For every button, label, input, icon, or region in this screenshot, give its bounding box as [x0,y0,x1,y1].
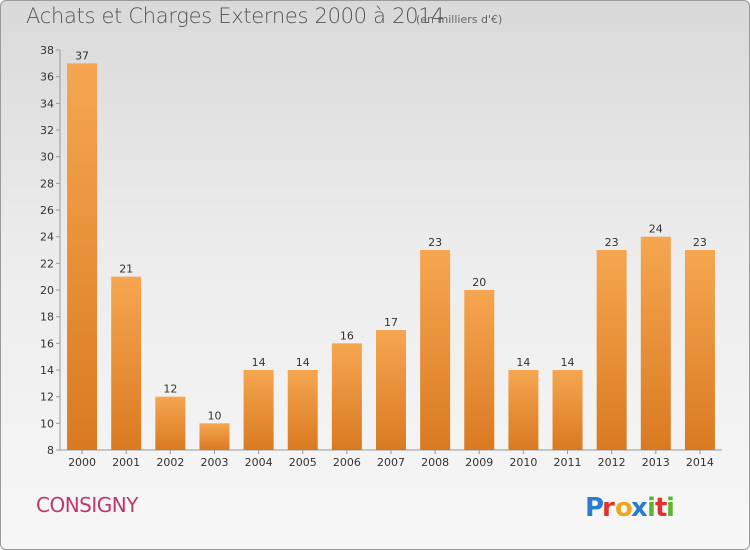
y-tick-label: 34 [40,97,54,110]
logo-letter: r [602,493,615,523]
y-tick-label: 16 [40,337,54,350]
x-tick-label: 2013 [642,456,670,469]
bar-value-label: 21 [119,263,133,276]
y-tick-label: 22 [40,257,54,270]
x-tick-label: 2014 [686,456,714,469]
x-tick-label: 2005 [289,456,317,469]
x-tick-label: 2007 [377,456,405,469]
x-tick-label: 2006 [333,456,361,469]
x-axis: 2000 2001 2002 2003 2004 2005 2006 2007 2008 2009… [60,449,722,469]
x-tick-label: 2009 [465,456,493,469]
logo-letter: x [631,493,648,523]
bar-value-label: 24 [649,223,663,236]
bar-value-label: 23 [605,236,619,249]
x-tick-label: 2002 [156,456,184,469]
bar-value-label: 14 [516,356,530,369]
x-tick-label: 2004 [245,456,273,469]
proxiti-logo: Pr ox i ti [585,493,676,524]
y-tick-label: 24 [40,231,54,244]
y-tick-label: 30 [40,151,54,164]
bar-value-label: 37 [75,49,89,62]
bar [464,290,495,450]
x-tick-label: 2012 [598,456,626,469]
bar-value-label: 10 [207,409,221,422]
y-axis: 8 10 12 14 16 18 20 22 24 26 28 30 32 34 36 38 [40,44,61,457]
bar [640,236,671,450]
bar [596,250,627,450]
bar-value-label: 23 [693,236,707,249]
y-tick-label: 28 [40,177,54,190]
data-labels: 37 21 12 10 14 14 16 17 23 20 14 14 23 24 23 [75,49,707,422]
bar [287,370,318,450]
chart-unit: (en milliers d'€) [416,13,503,26]
logo-letter: P [585,493,604,523]
bar [684,250,715,450]
commune-name: CONSIGNY [36,493,138,517]
chart-title: Achats et Charges Externes 2000 à 2014 [26,4,445,28]
bar [67,63,98,450]
logo-letter: o [615,493,633,523]
bar [552,370,583,450]
y-tick-label: 12 [40,391,54,404]
bar-value-label: 16 [340,329,354,342]
y-tick-label: 8 [47,444,54,457]
y-tick-label: 18 [40,311,54,324]
bar-value-label: 14 [296,356,310,369]
bar-value-label: 17 [384,316,398,329]
y-tick-label: 26 [40,204,54,217]
bar [376,330,406,450]
y-tick-label: 10 [40,417,54,430]
y-tick-label: 36 [40,71,54,84]
bar-value-label: 14 [252,356,266,369]
x-tick-label: 2010 [509,456,537,469]
y-tick-label: 32 [40,124,54,137]
bars [67,63,715,450]
y-tick-label: 14 [40,364,54,377]
bar [199,423,230,450]
bar [420,250,451,450]
bar-value-label: 23 [428,236,442,249]
y-tick-label: 38 [40,44,54,57]
bar [331,343,362,450]
bar [111,276,142,450]
bar [508,370,539,450]
bar [155,396,186,450]
x-tick-label: 2008 [421,456,449,469]
x-tick-label: 2011 [554,456,582,469]
bar-value-label: 20 [472,276,486,289]
logo-letter: t [655,493,667,523]
bar-value-label: 14 [561,356,575,369]
y-tick-label: 20 [40,284,54,297]
x-tick-label: 2000 [68,456,96,469]
logo-letter: i [666,493,675,523]
bar [243,370,274,450]
x-tick-label: 2003 [200,456,228,469]
x-tick-label: 2001 [112,456,140,469]
logo-letter: i [647,493,656,523]
bar-value-label: 12 [163,383,177,396]
